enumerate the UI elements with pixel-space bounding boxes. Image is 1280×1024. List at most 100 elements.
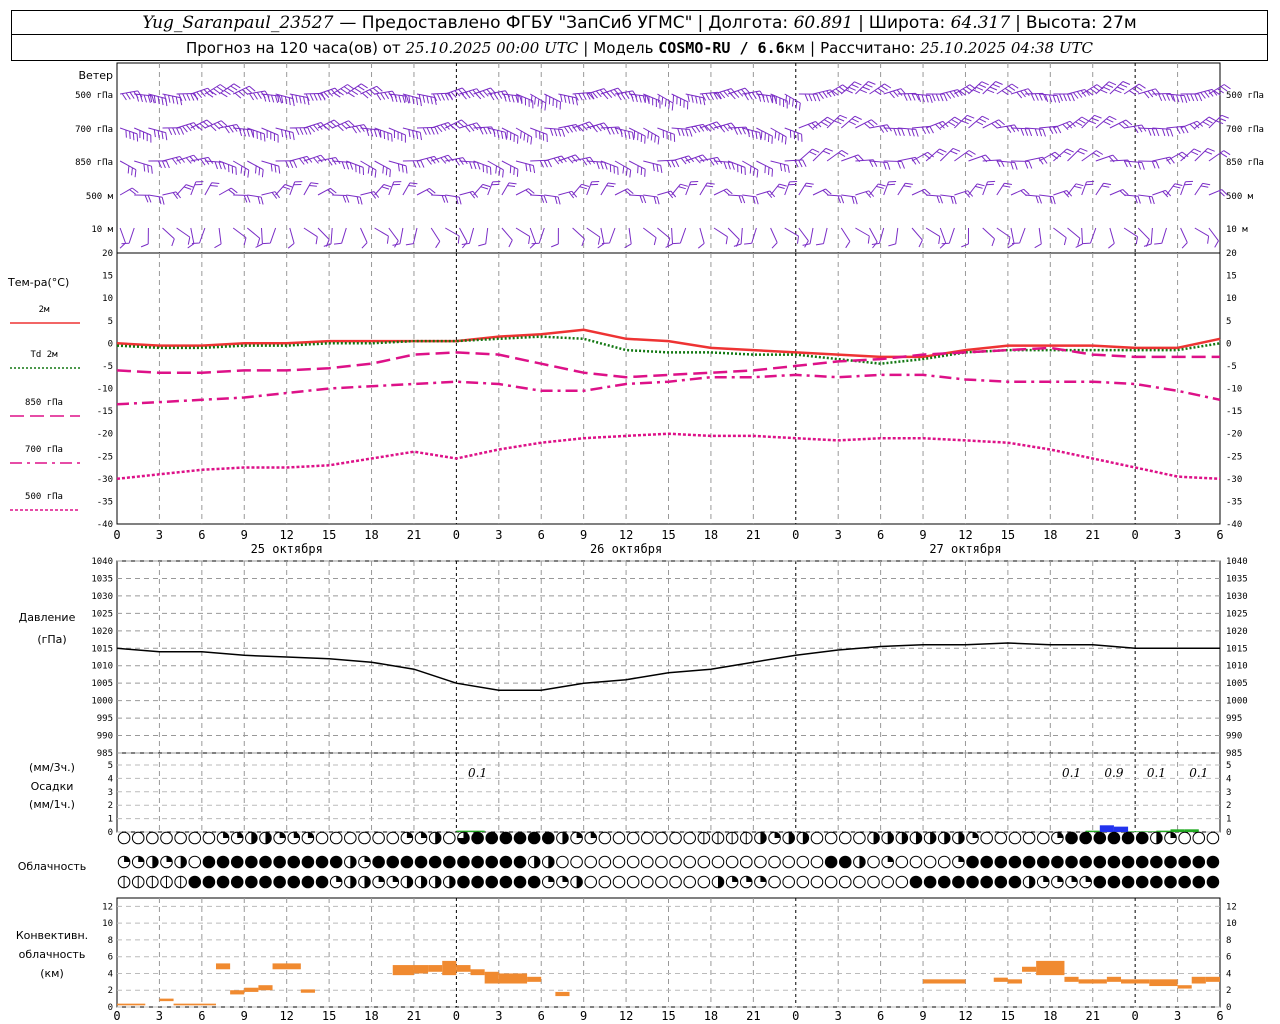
cloud-cover-quarter-icon — [307, 832, 314, 838]
cloud-cover-half-icon — [788, 832, 795, 844]
pressure-y-tick-left: 1040 — [91, 557, 113, 567]
precip-y-tick-left: 2 — [108, 801, 113, 811]
cloud-cover-icon — [612, 831, 626, 845]
cloud-cover-icon — [640, 831, 654, 845]
wind-barb — [402, 127, 422, 141]
wind-barb — [134, 93, 155, 104]
wind-barb — [190, 119, 214, 131]
wind-barb — [332, 160, 354, 170]
cloud-cover-icon — [1121, 831, 1135, 845]
wind-barb — [233, 127, 254, 138]
wind-barb — [572, 156, 596, 166]
cloud-cover-icon — [853, 875, 866, 889]
wind-barb — [218, 160, 237, 175]
temp-y-tick-left: 20 — [102, 249, 113, 259]
cloud-cover-half-icon — [435, 832, 441, 844]
precip-y-tick-right: 5 — [1226, 761, 1231, 771]
conv-x-tick: 0 — [1132, 1009, 1139, 1023]
cloud-cover-half-icon — [251, 832, 258, 844]
wind-barb — [558, 93, 578, 106]
temp-x-tick: 3 — [156, 528, 163, 542]
cloud-cover-icon — [443, 855, 456, 869]
wind-barb — [360, 160, 377, 178]
temp-y-tick-left: 15 — [102, 272, 113, 282]
wind-barb — [1108, 227, 1115, 249]
cloud-cover-quarter-icon — [378, 876, 385, 882]
cloud-cover-icon — [655, 831, 668, 845]
wind-barb — [855, 81, 876, 95]
conv-x-tick: 3 — [495, 1009, 502, 1023]
cloud-cover-icon — [1178, 855, 1191, 869]
forecast-time: 25.10.2025 00:00 UTC — [405, 38, 579, 57]
conv-x-tick: 12 — [619, 1009, 633, 1023]
wind-level-label-left: 10 м — [91, 225, 113, 235]
wind-barb — [798, 121, 822, 131]
cloud-cover-icon — [1192, 831, 1206, 845]
wind-barb — [756, 160, 773, 177]
wind-barb — [487, 181, 501, 196]
convective-bar — [173, 1003, 216, 1006]
wind-barb — [643, 227, 657, 246]
wind-barb — [784, 159, 807, 168]
wind-barb — [911, 227, 923, 248]
wind-barb — [1124, 194, 1141, 204]
wind-barb — [148, 160, 170, 169]
cloud-cover-icon — [598, 875, 612, 889]
cloud-cover-icon — [923, 875, 937, 889]
temperature-title: Тем-ра(°C) — [7, 276, 69, 289]
cloud-cover-icon — [1093, 875, 1107, 889]
wind-barb — [1208, 150, 1231, 162]
wind-barb — [134, 160, 153, 174]
wind-barb — [826, 84, 850, 96]
wind-barb — [586, 88, 610, 100]
temp-x-tick: 0 — [792, 528, 799, 542]
cloud-cover-icon — [937, 875, 951, 889]
cloud-cover-icon — [909, 875, 923, 889]
cloud-cover-icon — [838, 855, 852, 869]
temp-y-tick-left: -10 — [97, 385, 113, 395]
wind-barb — [431, 154, 454, 164]
cloud-cover-half-icon — [265, 832, 272, 844]
wind-barb — [572, 183, 590, 196]
convective-y-tick-right: 12 — [1226, 902, 1237, 912]
conv-x-tick: 9 — [241, 1009, 248, 1023]
wind-barb — [586, 227, 601, 245]
temp-x-tick: 3 — [1174, 528, 1181, 542]
cloud-cover-icon — [344, 831, 357, 845]
cloud-cover-icon — [485, 831, 499, 845]
pressure-y-tick-left: 1000 — [91, 697, 113, 707]
cloud-cover-half-icon — [930, 832, 936, 844]
wind-barb — [445, 119, 468, 131]
wind-barb — [770, 227, 778, 249]
wind-barb — [374, 184, 392, 196]
wind-barb — [551, 227, 559, 248]
temp-x-tick: 12 — [619, 528, 633, 542]
temp-y-tick-left: 0 — [108, 339, 113, 349]
temp-series-line — [116, 328, 1221, 359]
cloud-cover-icon — [471, 855, 484, 869]
cloud-cover-quarter-icon — [336, 876, 342, 882]
cloud-cover-icon — [626, 875, 640, 889]
wind-barb — [162, 227, 175, 247]
temp-y-tick-right: 20 — [1226, 249, 1237, 259]
wind-barb — [148, 127, 168, 141]
wind-barb — [317, 157, 341, 166]
wind-barb — [529, 227, 537, 249]
wind-barb — [388, 93, 410, 104]
temp-y-tick-left: 10 — [102, 294, 113, 304]
temp-x-tick: 6 — [1216, 528, 1223, 542]
cloud-cover-icon — [725, 855, 739, 869]
wind-barb — [331, 84, 354, 98]
wind-barb — [459, 190, 479, 199]
cloud-cover-icon — [739, 855, 753, 869]
precip-bar — [1113, 826, 1129, 832]
wind-barb — [134, 194, 152, 203]
wind-barb — [544, 93, 561, 110]
wind-barb — [346, 160, 364, 176]
wind-barb — [939, 147, 961, 162]
cloud-cover-icon — [640, 855, 654, 869]
wind-barb — [699, 121, 723, 132]
wind-barb — [255, 227, 263, 248]
conv-x-tick: 12 — [958, 1009, 972, 1023]
wind-barb — [742, 160, 759, 178]
